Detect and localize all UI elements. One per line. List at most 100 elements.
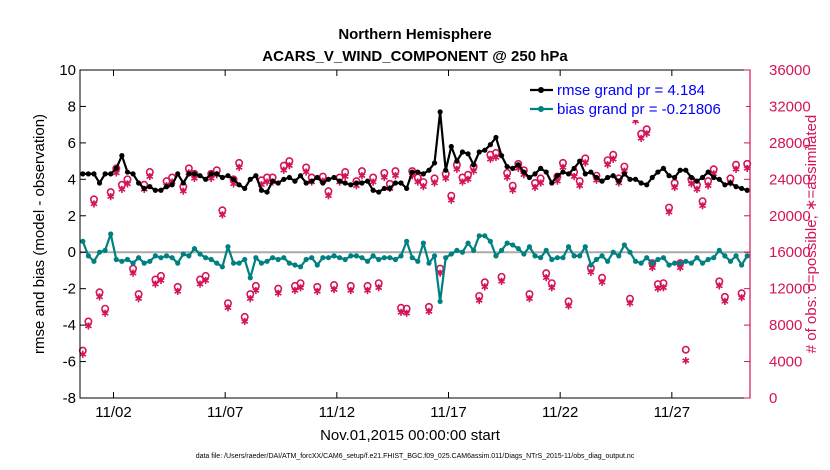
rmse-point (398, 180, 404, 186)
bias-point (415, 258, 421, 264)
rmse-point (292, 178, 298, 184)
rmse-point (96, 180, 103, 186)
bias-point (699, 260, 706, 266)
rmse-point (493, 134, 499, 141)
legend-bias-marker (538, 106, 544, 112)
bias-point (292, 262, 298, 268)
obs-assimilated-point (375, 284, 383, 292)
y-axis-ticks: -8 -6 -4 -2 0 2 4 6 8 10 (59, 62, 86, 407)
obs-assimilated-point (96, 293, 104, 301)
bias-point (739, 262, 745, 268)
obs-assimilated-stroke (246, 296, 254, 302)
y-tick-label: -2 (63, 281, 76, 298)
obs-assimilated-point (693, 185, 701, 193)
bias-point (711, 255, 717, 261)
obs-assimilated-point (285, 162, 293, 170)
obs-assimilated-stroke (470, 168, 478, 174)
obs-assimilated-stroke (280, 167, 288, 173)
rmse-point (744, 187, 750, 193)
obs-assimilated-point (202, 276, 210, 285)
obs-assimilated-stroke (179, 188, 187, 194)
bias-point (119, 258, 125, 264)
obs-assimilated-stroke (682, 358, 690, 364)
obs-assimilated-point (218, 211, 226, 219)
rmse-point (666, 173, 672, 179)
bias-point (660, 255, 667, 261)
bias-point (554, 255, 560, 261)
bias-point (353, 253, 359, 259)
rmse-point (376, 189, 382, 195)
obs-assimilated-point (425, 307, 433, 316)
rmse-point (655, 169, 661, 175)
rmse-point (186, 171, 192, 177)
bias-point (565, 244, 572, 250)
bias-point (666, 262, 672, 268)
obs-assimilated-stroke (112, 170, 120, 176)
bias-point (398, 253, 404, 259)
y-tick-label: -8 (63, 390, 76, 407)
rmse-point (197, 173, 203, 179)
obs-assimilated-point (118, 185, 126, 193)
obs-assimilated-stroke (224, 305, 232, 311)
rmse-point (476, 149, 482, 155)
obs-assimilated-point (537, 179, 545, 187)
obs-assimilated-stroke (626, 300, 634, 306)
obs-assimilated-point (721, 297, 729, 306)
bias-point (672, 260, 678, 266)
obs-assimilated-stroke (732, 166, 740, 172)
rmse-point (521, 169, 527, 175)
rmse-point (677, 167, 683, 173)
obs-assimilated-point (570, 173, 578, 181)
x-tick-label: 11/27 (654, 404, 690, 421)
bias-series-layer (80, 231, 750, 305)
obs-assimilated-point (475, 296, 483, 305)
obs-assimilated-point (380, 173, 388, 182)
obs-assimilated-point (738, 294, 746, 302)
rmse-point (163, 184, 170, 190)
obs-assimilated-point (107, 193, 115, 201)
obs-assimilated-stroke (637, 135, 645, 141)
obs-assimilated-point (347, 286, 355, 295)
bias-point (521, 251, 527, 257)
rmse-point (727, 180, 734, 186)
rmse-point (409, 169, 415, 175)
bias-point (331, 253, 337, 259)
bias-point (694, 255, 700, 261)
bias-point (655, 256, 661, 263)
rmse-point (733, 184, 739, 190)
obs-assimilated-stroke (129, 270, 137, 276)
obs-assimilated-stroke (464, 176, 472, 182)
obs-assimilated-point (341, 173, 349, 181)
rmse-point (426, 167, 432, 173)
rmse-point (91, 171, 97, 177)
obs-possible-point (681, 345, 690, 354)
x-tick-label: 11/07 (207, 404, 243, 421)
rmse-point (370, 187, 376, 193)
bias-point (705, 256, 711, 263)
obs-assimilated-stroke (503, 175, 511, 181)
bias-point (108, 231, 114, 237)
rmse-point (632, 176, 639, 182)
rmse-point (158, 187, 164, 193)
bias-point (303, 256, 309, 263)
rmse-point (465, 151, 471, 157)
obs-assimilated-point (235, 163, 243, 172)
bias-point (471, 247, 477, 253)
obs-assimilated-stroke (397, 309, 405, 315)
obs-assimilated-stroke (442, 175, 450, 181)
obs-assimilated-stroke (414, 179, 422, 185)
obs-assimilated-stroke (525, 296, 533, 302)
y2-tick-label: 20000 (769, 208, 811, 225)
obs-assimilated-point (699, 202, 707, 210)
bias-point (80, 238, 86, 244)
y2-tick-label: 12000 (769, 281, 811, 298)
bias-point (203, 255, 209, 261)
bias-point (582, 244, 588, 250)
obs-assimilated-point (358, 172, 366, 180)
obs-assimilated-point (397, 308, 405, 316)
bias-point (152, 253, 158, 259)
rmse-point (180, 180, 186, 186)
bias-point (175, 260, 181, 266)
legend: rmse grand pr = 4.184 bias grand pr = -0… (527, 80, 746, 120)
obs-assimilated-point (302, 168, 310, 176)
